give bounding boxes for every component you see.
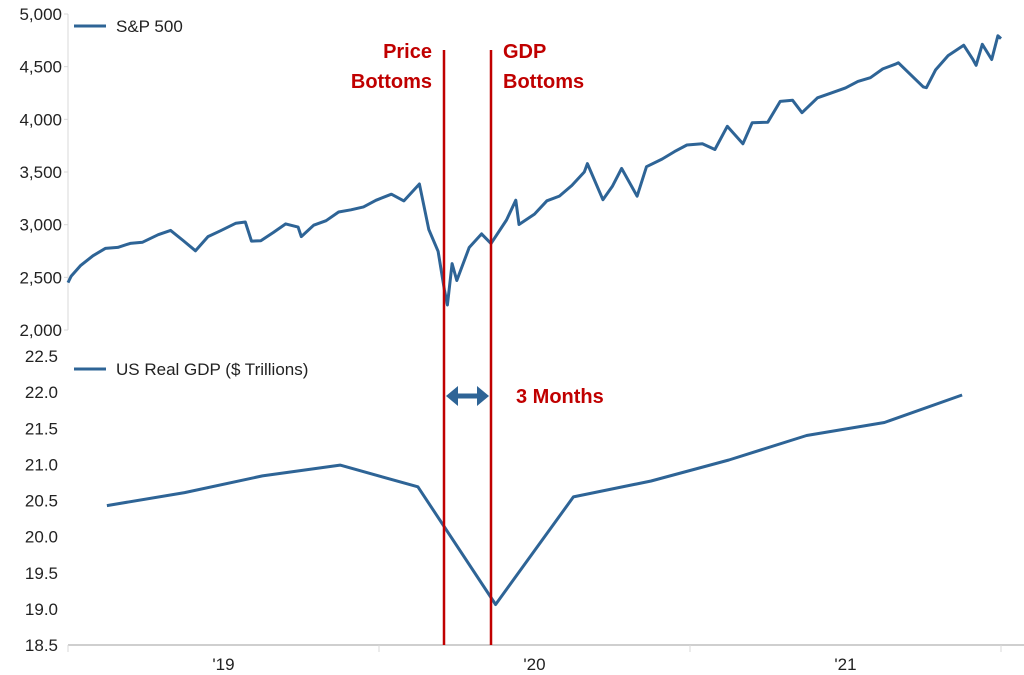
gdp-legend: US Real GDP ($ Trillions) xyxy=(74,360,308,379)
gdp-legend-label: US Real GDP ($ Trillions) xyxy=(116,360,308,379)
price-bottom-label-1: Price xyxy=(383,41,432,63)
gdp-y-tick-label: 19.5 xyxy=(25,564,58,583)
gdp-bottom-label-2: Bottoms xyxy=(503,71,584,93)
gdp-series-line xyxy=(106,393,963,606)
x-tick-label: '19 xyxy=(212,655,234,674)
sp500-series-line xyxy=(66,34,1003,307)
gdp-y-tick-label: 20.0 xyxy=(25,528,58,547)
gdp-y-tick-label: 20.5 xyxy=(25,492,58,511)
gdp-y-tick-label: 22.0 xyxy=(25,383,58,402)
x-tick-label: '20 xyxy=(523,655,545,674)
gdp-y-tick-label: 18.5 xyxy=(25,636,58,655)
sp500-y-tick-label: 4,500 xyxy=(19,58,62,77)
x-axis: '19 '20 '21 xyxy=(67,644,1024,674)
x-tick-label: '21 xyxy=(834,655,856,674)
sp500-y-tick-label: 2,500 xyxy=(19,268,62,287)
gdp-y-tick-label: 19.0 xyxy=(25,600,58,619)
sp500-y-tick-label: 3,000 xyxy=(19,216,62,235)
gdp-y-tick-label: 21.5 xyxy=(25,419,58,438)
sp500-y-tick-label: 2,000 xyxy=(19,321,62,340)
sp500-y-tick-label: 4,000 xyxy=(19,110,62,129)
sp500-legend-label: S&P 500 xyxy=(116,17,183,36)
gdp-y-axis: 18.5 19.0 19.5 20.0 20.5 21.0 21.5 22.0 22.5 xyxy=(25,347,58,655)
sp500-y-axis: 2,000 2,500 3,000 3,500 4,000 4,500 5,000 xyxy=(19,5,69,340)
gdp-y-tick-label: 21.0 xyxy=(25,455,58,474)
price-bottom-label-2: Bottoms xyxy=(351,71,432,93)
sp500-legend: S&P 500 xyxy=(74,17,183,36)
sp500-y-tick-label: 3,500 xyxy=(19,163,62,182)
double-arrow-icon xyxy=(446,386,489,406)
gdp-y-tick-label: 22.5 xyxy=(25,347,58,366)
three-months-label: 3 Months xyxy=(516,386,604,408)
sp500-y-tick-label: 5,000 xyxy=(19,5,62,24)
gdp-bottom-label-1: GDP xyxy=(503,41,546,63)
